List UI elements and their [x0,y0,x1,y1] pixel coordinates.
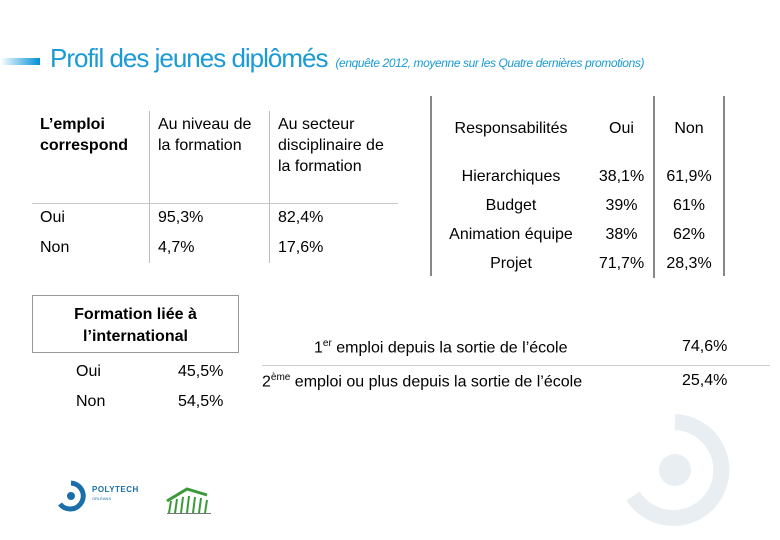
table-cell: 45,5% [178,363,224,380]
table-emploi: 1er emploi depuis la sortie de l’école 7… [262,332,770,398]
table-cell: 82,4% [270,203,398,234]
table-cell: 95,3% [150,203,270,234]
table-header-cell: Formation liée à l’international [32,295,239,353]
institution-logo-icon [166,487,211,514]
watermark-logo-icon [626,414,730,526]
table-cell: Oui [32,203,150,234]
title-accent-line [0,58,40,65]
table-cell: 54,5% [178,393,224,410]
title-main: Profil des jeunes diplômés [50,43,328,73]
table-header-cell: Au secteur disciplinaire de la formation [278,116,384,175]
table-cell: 74,6% [682,338,728,355]
table-header-cell: L’emploi correspond [32,111,150,203]
table-cell: 1er emploi depuis la sortie de l’école [314,338,568,357]
table-cell: Non [76,393,106,410]
table-cell: 71,7% [598,254,645,272]
table-cell: Budget [485,196,537,214]
table-header-cell: Non [653,96,723,162]
table-formation: L’emploi correspond Au niveau de la form… [32,111,398,263]
table-header-cell: Oui [609,120,634,137]
table-international: Formation liée à l’international Oui 45,… [32,295,241,415]
polytech-logo-subtext: ORLÉANS [92,496,112,501]
table-cell: 25,4% [682,372,728,389]
table-cell: Projet [490,254,532,272]
table-cell: 28,3% [653,249,723,278]
table-header-cell: Responsabilités [454,120,568,137]
polytech-logo-icon [58,480,86,512]
table-cell: 38% [605,225,638,243]
page-title: Profil des jeunes diplômés (enquête 2012… [50,43,644,74]
table-cell: 61,9% [653,162,723,191]
table-row: Non 54,5% [32,389,241,417]
table-cell: 61% [653,191,723,220]
table-cell: 17,6% [278,239,324,256]
table-row: 1er emploi depuis la sortie de l’école 7… [262,332,770,364]
table-cell: 2ème emploi ou plus depuis la sortie de … [262,372,583,391]
table-cell: Non [32,234,150,263]
table-responsabilites: Responsabilités Oui Non Hierarchiques 38… [430,96,725,278]
row-divider [262,365,770,366]
table-cell: 62% [653,220,723,249]
table-cell: 4,7% [150,234,270,263]
table-header-cell: Au niveau de la formation [150,111,270,203]
table-cell: Hierarchiques [461,167,561,185]
table-cell: 38,1% [598,167,645,185]
title-subtitle: (enquête 2012, moyenne sur les Quatre de… [335,56,645,70]
table-cell: Oui [76,363,101,380]
table-cell: 39% [605,196,638,214]
table-row: Oui 45,5% [32,359,241,387]
polytech-logo-text: POLYTECH [92,485,139,494]
table-cell: Animation équipe [449,225,573,243]
table-row: 2ème emploi ou plus depuis la sortie de … [262,366,770,398]
